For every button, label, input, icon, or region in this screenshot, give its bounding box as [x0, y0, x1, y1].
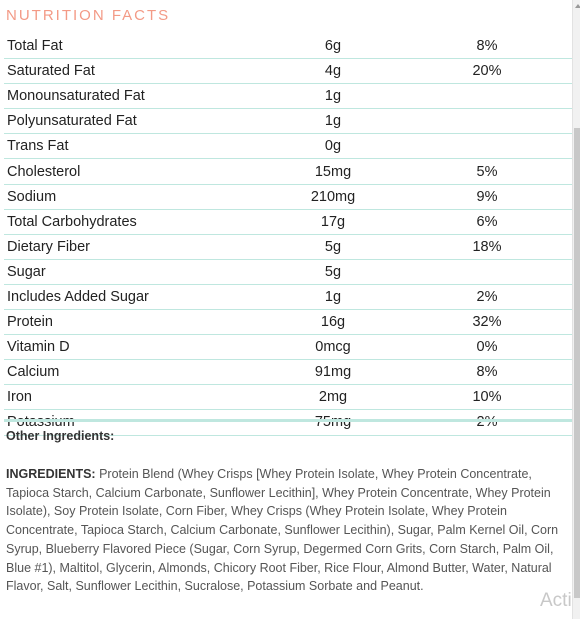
daily-value	[399, 259, 572, 285]
daily-value: 18%	[399, 234, 572, 260]
daily-value	[399, 133, 572, 160]
daily-value	[399, 83, 572, 110]
daily-value: 8%	[399, 34, 572, 60]
nutrition-row: Calcium 91mg 8%	[4, 359, 572, 386]
nutrient-amount: 0g	[264, 133, 399, 160]
daily-value: 2%	[399, 284, 572, 311]
nutrient-name: Sugar	[4, 259, 264, 285]
section-title: NUTRITION FACTS	[6, 7, 171, 24]
daily-value: 0%	[399, 334, 572, 361]
nutrition-row: Sodium 210mg 9%	[4, 184, 572, 210]
nutrient-name: Polyunsaturated Fat	[4, 108, 264, 135]
nutrient-amount: 15mg	[264, 158, 399, 185]
nutrient-name: Saturated Fat	[4, 58, 264, 85]
nutrient-name: Iron	[4, 384, 264, 411]
daily-value: 2%	[399, 409, 572, 436]
nutrient-name: Includes Added Sugar	[4, 284, 264, 311]
daily-value: 6%	[399, 209, 572, 235]
nutrition-row: Protein 16g 32%	[4, 309, 572, 336]
nutrient-name: Monounsaturated Fat	[4, 83, 264, 110]
nutrient-amount: 1g	[264, 108, 399, 135]
nutrient-amount: 0mcg	[264, 334, 399, 361]
nutrition-row: Sugar 5g	[4, 259, 572, 285]
nutrient-name: Sodium	[4, 184, 264, 210]
daily-value: 20%	[399, 58, 572, 85]
nutrition-row: Iron 2mg 10%	[4, 384, 572, 411]
nutrient-amount: 6g	[264, 34, 399, 60]
daily-value: 9%	[399, 184, 572, 210]
nutrient-amount: 1g	[264, 83, 399, 110]
daily-value: 5%	[399, 158, 572, 185]
ingredients-paragraph: INGREDIENTS: Protein Blend (Whey Crisps …	[6, 465, 572, 596]
nutrient-name: Potassium	[4, 409, 264, 436]
nutrition-row: Saturated Fat 4g 20%	[4, 58, 572, 85]
nutrient-name: Total Carbohydrates	[4, 209, 264, 235]
daily-value: 8%	[399, 359, 572, 386]
nutrient-amount: 5g	[264, 234, 399, 260]
nutrient-amount: 2mg	[264, 384, 399, 411]
ingredients-text: Protein Blend (Whey Crisps [Whey Protein…	[6, 467, 559, 594]
nutrition-row: Total Fat 6g 8%	[4, 34, 572, 60]
activate-windows-watermark: Acti	[540, 590, 572, 611]
nutrition-row: Includes Added Sugar 1g 2%	[4, 284, 572, 311]
daily-value: 10%	[399, 384, 572, 411]
nutrient-amount: 4g	[264, 58, 399, 85]
nutrition-row: Cholesterol 15mg 5%	[4, 158, 572, 185]
nutrition-row: Total Carbohydrates 17g 6%	[4, 209, 572, 235]
section-divider	[4, 419, 572, 422]
daily-value: 32%	[399, 309, 572, 336]
nutrient-amount: 5g	[264, 259, 399, 285]
nutrient-amount: 210mg	[264, 184, 399, 210]
nutrient-name: Cholesterol	[4, 158, 264, 185]
ingredients-label: INGREDIENTS:	[6, 467, 96, 481]
nutrition-row: Monounsaturated Fat 1g	[4, 83, 572, 110]
nutrition-row: Trans Fat 0g	[4, 133, 572, 160]
nutrition-table: Total Fat 6g 8% Saturated Fat 4g 20% Monounsat…	[4, 34, 572, 436]
nutrient-amount: 1g	[264, 284, 399, 311]
daily-value	[399, 108, 572, 135]
nutrient-name: Protein	[4, 309, 264, 336]
nutrient-name: Total Fat	[4, 34, 264, 60]
scroll-up-icon[interactable]	[575, 4, 580, 8]
scrollbar-thumb[interactable]	[574, 128, 580, 598]
nutrition-row: Potassium 75mg 2%	[4, 409, 572, 436]
nutrient-amount: 75mg	[264, 409, 399, 436]
nutrition-row: Vitamin D 0mcg 0%	[4, 334, 572, 361]
nutrition-row: Polyunsaturated Fat 1g	[4, 108, 572, 135]
nutrient-name: Vitamin D	[4, 334, 264, 361]
nutrient-amount: 16g	[264, 309, 399, 336]
nutrient-amount: 91mg	[264, 359, 399, 386]
nutrient-name: Calcium	[4, 359, 264, 386]
nutrient-name: Dietary Fiber	[4, 234, 264, 260]
other-ingredients-heading: Other Ingredients:	[6, 429, 115, 443]
nutrient-name: Trans Fat	[4, 133, 264, 160]
nutrition-row: Dietary Fiber 5g 18%	[4, 234, 572, 260]
nutrient-amount: 17g	[264, 209, 399, 235]
